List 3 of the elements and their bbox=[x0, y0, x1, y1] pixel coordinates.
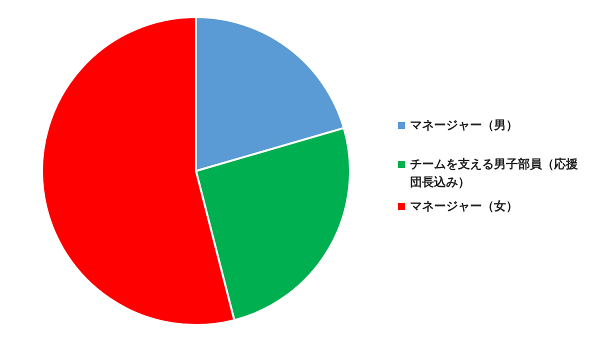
legend-label: マネージャー（女） bbox=[410, 198, 519, 215]
legend-label: マネージャー（男） bbox=[410, 117, 519, 134]
legend-label: チームを支える男子部員（応援団長込み） bbox=[410, 156, 579, 191]
